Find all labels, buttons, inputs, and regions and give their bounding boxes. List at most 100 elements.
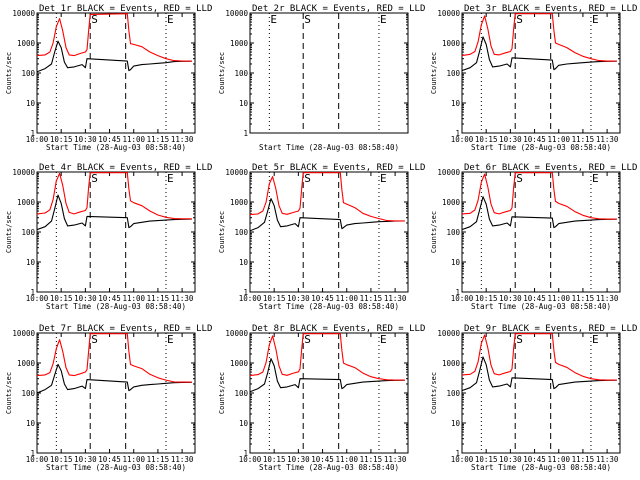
chart-panel-2: Det 2r BLACK = Events, RED = LLD 1 10 100 10… xyxy=(218,4,425,152)
x-tick-label: 11:15 xyxy=(572,135,595,144)
x-tick-label: 10:15 xyxy=(50,455,73,464)
x-tick-label: 10:45 xyxy=(311,294,334,303)
lld-series-line xyxy=(462,333,617,381)
x-tick-label: 10:45 xyxy=(311,455,334,464)
x-tick-label: 10:45 xyxy=(523,455,546,464)
events-series-line xyxy=(462,356,617,392)
x-tick-label: 11:00 xyxy=(122,294,145,303)
chart-title: Det 5r BLACK = Events, RED = LLD xyxy=(252,163,425,173)
x-tick-label: 10:15 xyxy=(50,294,73,303)
events-series-line xyxy=(250,358,405,393)
y-tick-label: 100 xyxy=(21,228,35,237)
y-tick-label: 10000 xyxy=(437,329,460,338)
y-tick-label: 10 xyxy=(26,258,36,267)
y-tick-label: 100 xyxy=(21,389,35,398)
event-marker-label: E xyxy=(167,333,174,346)
y-tick-label: 1000 xyxy=(230,39,249,48)
x-axis-label: Start Time (28-Aug-03 08:58:40) xyxy=(259,463,399,472)
events-series-line xyxy=(37,40,192,73)
x-tick-label: 10:30 xyxy=(499,455,522,464)
y-tick-label: 10 xyxy=(26,419,36,428)
plot-frame xyxy=(249,332,409,454)
x-tick-label: 11:00 xyxy=(547,294,570,303)
chart-title: Det 2r BLACK = Events, RED = LLD xyxy=(252,4,425,14)
x-tick-label: 11:30 xyxy=(171,294,194,303)
y-tick-label: 10 xyxy=(26,99,36,108)
chart-panel-4: Det 4r BLACK = Events, RED = LLD 1 10 100 10… xyxy=(5,163,212,311)
y-tick-label: 1 xyxy=(243,449,248,458)
lld-series-line xyxy=(250,333,405,381)
x-tick-label: 10:45 xyxy=(523,294,546,303)
plot-frame xyxy=(36,12,196,134)
x-axis-label: Start Time (28-Aug-03 08:58:40) xyxy=(471,463,611,472)
x-tick-label: 10:15 xyxy=(475,455,498,464)
event-marker-label: S xyxy=(516,172,523,185)
x-tick-label: 10:30 xyxy=(287,455,310,464)
x-axis-label: Start Time (28-Aug-03 08:58:40) xyxy=(471,143,611,152)
x-tick-label: 10:30 xyxy=(287,294,310,303)
y-tick-label: 10 xyxy=(451,258,461,267)
x-tick-label: 11:00 xyxy=(547,135,570,144)
event-marker-label: S xyxy=(304,13,311,26)
y-tick-label: 100 xyxy=(234,69,248,78)
x-axis-label: Start Time (28-Aug-03 08:58:40) xyxy=(259,143,399,152)
x-tick-label: 11:00 xyxy=(122,135,145,144)
x-tick-label: 11:30 xyxy=(171,135,194,144)
event-marker-label: E xyxy=(380,13,387,26)
y-tick-label: 10000 xyxy=(12,168,35,177)
x-axis-label: Start Time (28-Aug-03 08:58:40) xyxy=(259,302,399,311)
chart-title: Det 9r BLACK = Events, RED = LLD xyxy=(464,324,637,334)
y-axis-label: Counts/sec xyxy=(218,211,226,253)
plot-frame xyxy=(36,332,196,454)
x-tick-label: 11:15 xyxy=(360,455,383,464)
plot-frame xyxy=(249,171,409,293)
events-series-line xyxy=(250,198,405,232)
chart-panel-1: Det 1r BLACK = Events, RED = LLD 1 10 100 10… xyxy=(5,4,212,152)
event-marker-label: E xyxy=(592,333,599,346)
event-marker-label: E xyxy=(592,13,599,26)
series-group xyxy=(462,333,617,392)
x-tick-label: 11:15 xyxy=(360,294,383,303)
chart-title: Det 8r BLACK = Events, RED = LLD xyxy=(252,324,425,334)
plot-frame xyxy=(461,332,621,454)
x-axis-label: Start Time (28-Aug-03 08:58:40) xyxy=(46,302,186,311)
x-tick-label: 10:45 xyxy=(98,135,121,144)
x-tick-label: 10:00 xyxy=(239,455,262,464)
chart-panel-7: Det 7r BLACK = Events, RED = LLD 1 10 100 10… xyxy=(5,324,212,472)
y-tick-label: 10000 xyxy=(437,168,460,177)
event-marker-label: S xyxy=(516,13,523,26)
y-tick-label: 1 xyxy=(455,129,460,138)
y-tick-label: 10 xyxy=(239,258,249,267)
x-tick-label: 10:00 xyxy=(239,294,262,303)
event-marker-label: S xyxy=(304,172,311,185)
y-tick-label: 10 xyxy=(451,99,461,108)
x-tick-label: 11:15 xyxy=(147,455,170,464)
y-tick-label: 10 xyxy=(239,99,249,108)
x-tick-label: 11:30 xyxy=(596,455,619,464)
x-tick-label: 10:30 xyxy=(74,455,97,464)
y-tick-label: 1000 xyxy=(442,359,461,368)
plot-frame xyxy=(36,171,196,293)
x-tick-label: 11:00 xyxy=(547,455,570,464)
series-group xyxy=(250,172,405,232)
x-tick-label: 10:00 xyxy=(26,135,49,144)
event-marker-label: E xyxy=(167,13,174,26)
event-marker-label: E xyxy=(380,172,387,185)
lld-series-line xyxy=(37,333,192,383)
x-tick-label: 10:15 xyxy=(263,294,286,303)
event-marker-label: S xyxy=(91,13,98,26)
event-marker-label: E xyxy=(380,333,387,346)
x-tick-label: 10:45 xyxy=(98,455,121,464)
y-axis-label: Counts/sec xyxy=(430,211,438,253)
y-tick-label: 1000 xyxy=(17,198,36,207)
x-tick-label: 10:45 xyxy=(98,294,121,303)
y-tick-label: 100 xyxy=(446,228,460,237)
x-tick-label: 11:00 xyxy=(122,455,145,464)
x-tick-label: 11:30 xyxy=(384,455,407,464)
y-tick-label: 1 xyxy=(30,449,35,458)
chart-panel-8: Det 8r BLACK = Events, RED = LLD 1 10 100 10… xyxy=(218,324,425,472)
y-tick-label: 1000 xyxy=(17,359,36,368)
y-tick-label: 10 xyxy=(239,419,249,428)
chart-panel-3: Det 3r BLACK = Events, RED = LLD 1 10 100 10… xyxy=(430,4,637,152)
